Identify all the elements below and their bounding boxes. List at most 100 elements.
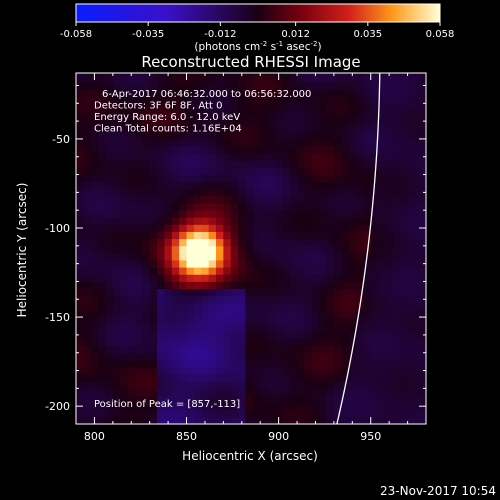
heatmap-cell xyxy=(98,402,106,411)
heatmap-cell xyxy=(400,81,408,90)
heatmap-cell xyxy=(333,281,342,289)
heatmap-cell xyxy=(304,181,313,190)
heatmap-cell xyxy=(392,381,401,389)
heatmap-cell xyxy=(105,359,114,368)
heatmap-cell xyxy=(201,210,210,218)
heatmap-cell xyxy=(348,302,357,311)
heatmap-cell xyxy=(83,203,92,211)
heatmap-cell xyxy=(142,281,151,289)
heatmap-cell xyxy=(186,138,195,147)
heatmap-cell xyxy=(267,402,276,411)
heatmap-cell xyxy=(260,317,268,325)
heatmap-cell xyxy=(260,274,268,282)
heatmap-cell xyxy=(142,231,151,240)
heatmap-cell xyxy=(282,352,291,361)
heatmap-cell xyxy=(304,252,313,261)
heatmap-cell xyxy=(90,146,99,154)
heatmap-cell xyxy=(216,338,224,347)
heatmap-cell xyxy=(208,245,217,254)
heatmap-cell xyxy=(149,409,158,418)
heatmap-cell xyxy=(179,146,187,154)
heatmap-cell xyxy=(157,345,165,354)
heatmap-cell xyxy=(304,74,313,83)
heatmap-cell xyxy=(76,381,84,389)
heatmap-cell xyxy=(245,110,254,118)
heatmap-cell xyxy=(149,203,158,211)
heatmap-cell xyxy=(341,352,350,361)
heatmap-cell xyxy=(385,388,394,396)
heatmap-cell xyxy=(252,81,261,90)
heatmap-cell xyxy=(392,210,401,218)
heatmap-cell xyxy=(149,160,158,168)
heatmap-cell xyxy=(341,238,350,247)
heatmap-cell xyxy=(311,203,320,211)
heatmap-cell xyxy=(245,317,254,325)
heatmap-cell xyxy=(149,288,158,297)
heatmap-cell xyxy=(127,96,136,104)
heatmap-cell xyxy=(282,153,291,161)
heatmap-cell xyxy=(363,366,372,375)
heatmap-cell xyxy=(186,238,195,247)
heatmap-cell xyxy=(289,317,298,325)
heatmap-cell xyxy=(348,89,357,97)
heatmap-cell xyxy=(201,302,210,311)
heatmap-cell xyxy=(142,74,151,83)
heatmap-cell xyxy=(90,402,99,411)
heatmap-cell xyxy=(274,324,283,332)
heatmap-cell xyxy=(76,188,84,197)
heatmap-cell xyxy=(193,146,202,154)
heatmap-cell xyxy=(157,366,165,375)
heatmap-cell xyxy=(333,359,342,368)
heatmap-cell xyxy=(414,260,423,268)
heatmap-cell xyxy=(134,381,143,389)
heatmap-cell xyxy=(378,309,386,318)
heatmap-cell xyxy=(378,395,386,404)
heatmap-cell xyxy=(223,345,232,354)
heatmap-cell xyxy=(348,245,357,254)
heatmap-cell xyxy=(341,188,350,197)
heatmap-cell xyxy=(127,181,136,190)
heatmap-cell xyxy=(297,374,305,382)
heatmap-cell xyxy=(326,374,335,382)
heatmap-cell xyxy=(252,281,261,289)
heatmap-cell xyxy=(171,153,180,161)
heatmap-cell xyxy=(326,260,335,268)
heatmap-cell xyxy=(186,295,195,304)
heatmap-cell xyxy=(378,146,386,154)
heatmap-cell xyxy=(142,338,151,347)
heatmap-cell xyxy=(363,146,372,154)
heatmap-cell xyxy=(252,416,261,424)
heatmap-cell xyxy=(400,138,408,147)
heatmap-cell xyxy=(230,309,239,318)
heatmap-cell xyxy=(304,409,313,418)
heatmap-cell xyxy=(341,274,350,282)
heatmap-cell xyxy=(120,231,128,240)
heatmap-cell xyxy=(164,103,173,111)
heatmap-cell xyxy=(252,302,261,311)
heatmap-cell xyxy=(76,74,84,83)
heatmap-cell xyxy=(230,74,239,83)
heatmap-cell xyxy=(201,81,210,90)
heatmap-cell xyxy=(260,245,268,254)
heatmap-cell xyxy=(90,281,99,289)
heatmap-cell xyxy=(274,89,283,97)
heatmap-cell xyxy=(142,416,151,424)
heatmap-cell xyxy=(193,73,202,76)
heatmap-cell xyxy=(90,224,99,232)
heatmap-cell xyxy=(230,146,239,154)
heatmap-cell xyxy=(348,96,357,104)
heatmap-cell xyxy=(319,210,327,218)
heatmap-cell xyxy=(289,181,298,190)
heatmap-cell xyxy=(289,260,298,268)
heatmap-cell xyxy=(400,89,408,97)
heatmap-cell xyxy=(356,331,364,339)
heatmap-cell xyxy=(348,352,357,361)
heatmap-cell xyxy=(112,345,121,354)
heatmap-cell xyxy=(326,167,335,175)
heatmap-cell xyxy=(142,317,151,325)
heatmap-cell xyxy=(400,210,408,218)
heatmap-cell xyxy=(341,260,350,268)
heatmap-cell xyxy=(186,267,195,275)
heatmap-cell xyxy=(134,331,143,339)
heatmap-cell xyxy=(370,381,379,389)
